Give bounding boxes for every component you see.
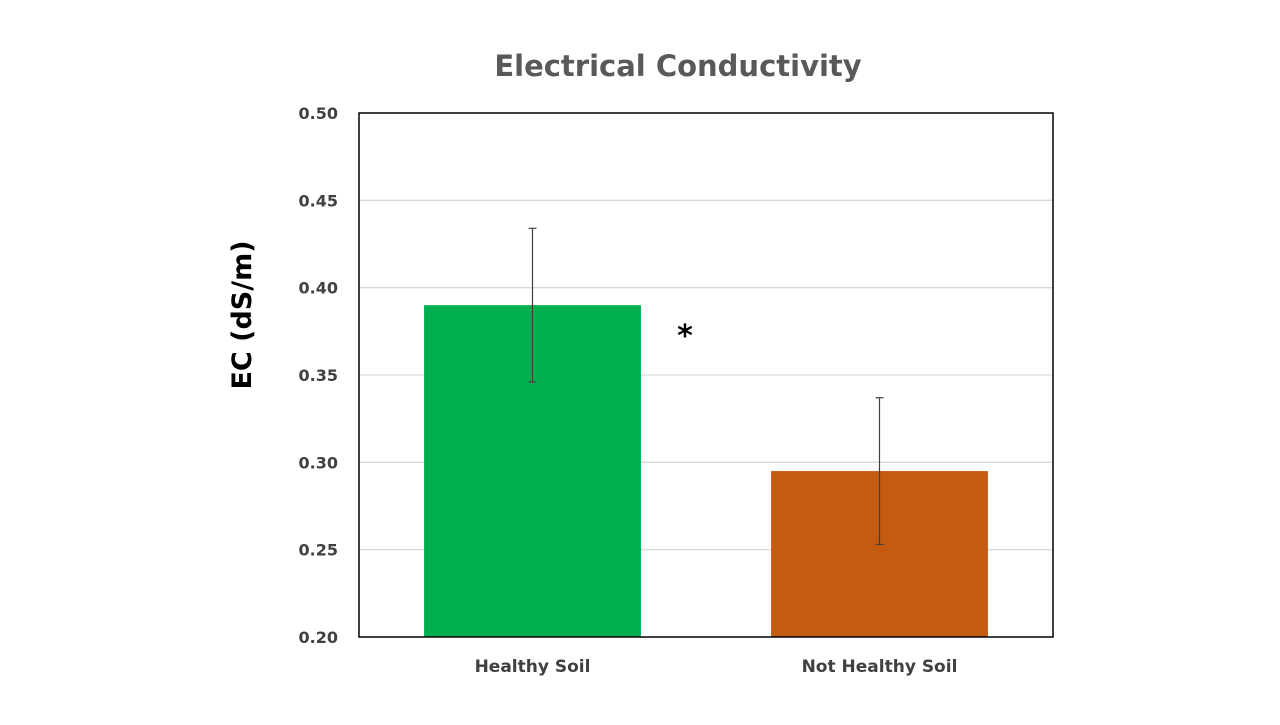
error-bars <box>528 227 884 546</box>
plot-area-frame <box>358 112 1054 638</box>
y-tick-label: 0.35 <box>299 366 338 385</box>
y-tick-label: 0.30 <box>299 453 338 472</box>
x-tick-labels: Healthy Soil Not Healthy Soil <box>475 657 958 677</box>
y-tick-labels: 0.50 0.45 0.40 0.35 0.30 0.25 0.20 <box>299 104 338 647</box>
error-bar <box>528 227 537 383</box>
y-tick-label: 0.45 <box>299 191 338 210</box>
y-tick-label: 0.40 <box>299 279 338 298</box>
significance-asterisk: * <box>677 319 693 354</box>
y-tick-label: 0.25 <box>299 541 338 560</box>
y-tick-label: 0.50 <box>299 104 338 123</box>
y-tick-label: 0.20 <box>299 628 338 647</box>
y-axis-label: EC (dS/m) <box>227 240 258 389</box>
error-bar <box>875 397 884 546</box>
x-tick-label: Healthy Soil <box>475 657 591 677</box>
x-tick-label: Not Healthy Soil <box>802 657 958 677</box>
bars <box>424 305 988 637</box>
chart-title: Electrical Conductivity <box>494 49 861 83</box>
